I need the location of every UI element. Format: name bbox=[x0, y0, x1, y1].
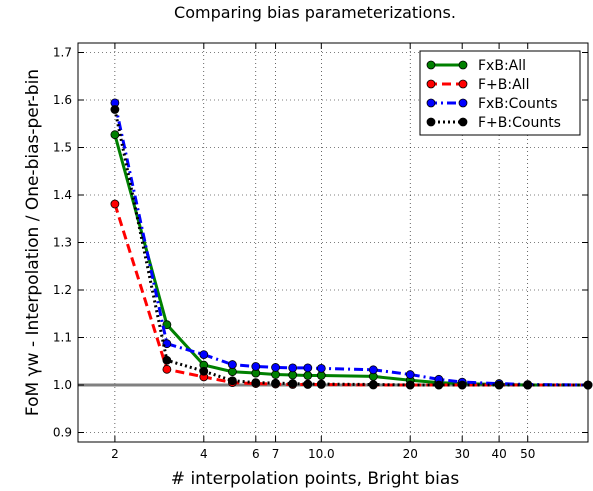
legend-marker bbox=[458, 117, 468, 127]
data-point bbox=[316, 379, 326, 389]
legend-marker bbox=[458, 79, 468, 89]
legend-label: FxB:Counts bbox=[478, 96, 558, 112]
data-point bbox=[228, 360, 237, 369]
legend-label: F+B:Counts bbox=[478, 115, 561, 131]
legend-marker bbox=[426, 79, 436, 89]
data-point bbox=[110, 130, 120, 140]
data-point bbox=[199, 366, 209, 376]
data-point bbox=[162, 364, 172, 374]
data-point bbox=[251, 362, 261, 371]
y-tick-label: 1.6 bbox=[53, 93, 72, 107]
y-tick-label: 1.5 bbox=[53, 141, 72, 155]
legend-marker bbox=[426, 117, 436, 127]
legend-marker bbox=[458, 60, 468, 70]
x-tick-label: 30 bbox=[455, 447, 470, 461]
series-fxb-counts bbox=[110, 98, 593, 390]
series-line bbox=[113, 203, 588, 387]
data-point bbox=[288, 379, 298, 388]
data-point bbox=[199, 350, 209, 360]
data-point bbox=[523, 380, 533, 390]
y-tick-label: 1.3 bbox=[53, 236, 72, 250]
x-tick-label: 40 bbox=[491, 447, 506, 461]
legend-marker bbox=[458, 98, 468, 108]
data-point bbox=[316, 363, 326, 373]
y-axis-label: FoM γw - Interpolation / One-bias-per-bi… bbox=[23, 69, 43, 416]
data-point bbox=[288, 363, 298, 373]
data-point bbox=[271, 363, 280, 372]
y-tick-label: 1.2 bbox=[53, 283, 72, 297]
data-point bbox=[228, 376, 237, 386]
data-point bbox=[368, 380, 378, 389]
y-tick-label: 1.1 bbox=[53, 331, 72, 345]
data-point bbox=[110, 199, 120, 209]
y-tick-label: 0.9 bbox=[53, 426, 72, 440]
x-tick-label: 2 bbox=[111, 447, 119, 461]
x-tick-label: 10.0 bbox=[308, 447, 335, 461]
series-layer bbox=[110, 98, 593, 390]
data-point bbox=[494, 380, 504, 390]
chart-title: Comparing bias parameterizations. bbox=[174, 3, 456, 22]
data-point bbox=[162, 320, 172, 330]
series-line bbox=[113, 102, 589, 387]
x-tick-label: 6 bbox=[252, 447, 260, 461]
data-point bbox=[303, 363, 313, 373]
x-tick-label: 20 bbox=[403, 447, 418, 461]
series-f-b-counts bbox=[110, 105, 593, 390]
x-tick-label: 4 bbox=[200, 447, 208, 461]
data-point bbox=[405, 380, 415, 390]
series-line bbox=[113, 134, 588, 387]
y-tick-label: 1.4 bbox=[53, 188, 72, 202]
data-point bbox=[457, 380, 467, 390]
series-line bbox=[113, 109, 588, 387]
series-fxb-all bbox=[110, 130, 593, 390]
y-tick-label: 1.7 bbox=[53, 46, 72, 60]
legend-label: FxB:All bbox=[478, 58, 526, 74]
data-point bbox=[251, 378, 261, 388]
legend-marker bbox=[426, 60, 436, 70]
data-point bbox=[434, 380, 444, 390]
data-point bbox=[271, 378, 280, 388]
data-point bbox=[303, 371, 313, 380]
x-axis-label: # interpolation points, Bright bias bbox=[171, 469, 460, 489]
y-tick-label: 1.0 bbox=[53, 378, 72, 392]
x-tick-label: 50 bbox=[520, 447, 535, 461]
legend-label: F+B:All bbox=[478, 77, 529, 93]
legend: FxB:All F+B:All FxB:Counts F+B:Counts bbox=[419, 50, 581, 136]
x-tick-label: 7 bbox=[272, 447, 280, 461]
data-point bbox=[303, 379, 313, 389]
data-point bbox=[368, 365, 378, 375]
series-f-b-all bbox=[110, 199, 593, 390]
data-point bbox=[110, 105, 120, 114]
legend-marker bbox=[426, 98, 436, 108]
axes: 2 4 6 7 10.0 20 30 40 50 0.9 1.0 1.1 1.2 1.3 1.4 1.5 1.6… bbox=[53, 43, 588, 461]
data-point bbox=[405, 370, 415, 379]
data-point bbox=[162, 355, 172, 365]
